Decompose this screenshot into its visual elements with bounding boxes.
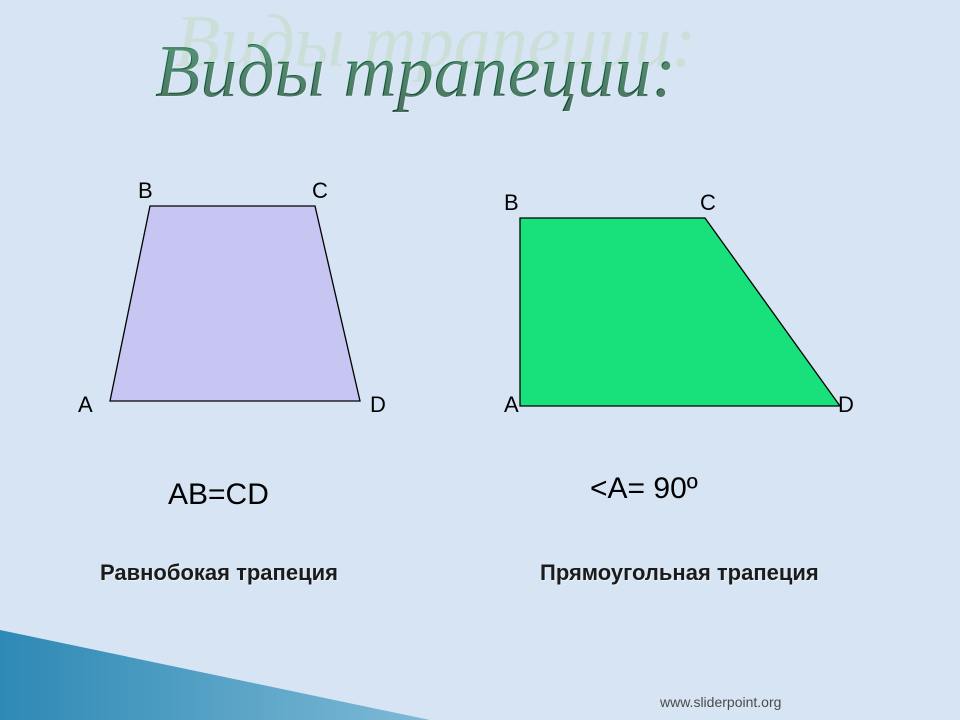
vertex-label-B-right: B xyxy=(504,190,519,216)
vertex-label-A-left: A xyxy=(78,392,93,418)
corner-decoration xyxy=(0,630,430,720)
vertex-label-C-left: C xyxy=(312,178,328,204)
page-title: Виды трапеции: xyxy=(155,30,676,115)
slide-root: Виды трапеции: Виды трапеции: A B C D A … xyxy=(0,0,960,720)
vertex-label-D-right: D xyxy=(838,392,854,418)
caption-right: Прямоугольная трапеция xyxy=(540,560,819,586)
isosceles-trapezoid-figure xyxy=(85,196,385,416)
vertex-label-A-right: A xyxy=(504,392,519,418)
vertex-label-B-left: B xyxy=(138,178,153,204)
caption-left: Равнобокая трапеция xyxy=(100,560,338,586)
formula-left: AB=CD xyxy=(168,478,269,512)
vertex-label-C-right: C xyxy=(700,190,716,216)
right-trapezoid-figure xyxy=(500,206,860,416)
vertex-label-D-left: D xyxy=(370,392,386,418)
footer-link: www.sliderpoint.org xyxy=(660,694,781,710)
formula-right: <A= 90º xyxy=(590,472,698,506)
